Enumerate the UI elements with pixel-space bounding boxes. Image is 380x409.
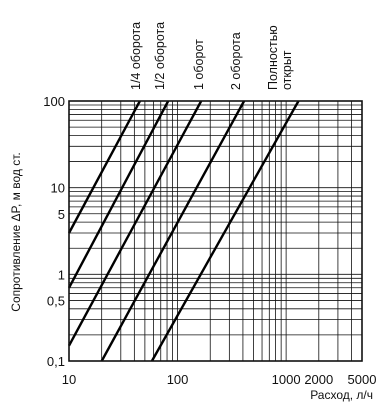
y-tick-label: 100 — [43, 94, 65, 109]
x-axis-label: Расход, л/ч — [310, 388, 373, 402]
plot-frame — [68, 100, 363, 362]
series-line-5 — [150, 100, 300, 362]
series-labels: 1/4 оборота 1/2 оборота 1 оборот 2 оборота П… — [129, 22, 294, 90]
grid — [68, 100, 363, 362]
y-tick-label: 10 — [51, 181, 65, 196]
x-tick-label: 2000 — [304, 372, 333, 387]
x-tick-label: 5000 — [348, 372, 377, 387]
series-label: 1/2 оборота — [153, 22, 167, 90]
y-tick-label: 1 — [58, 267, 65, 282]
series-label: 1 оборот — [192, 39, 206, 90]
x-tick-label: 10 — [62, 372, 76, 387]
y-tick-label: 0,1 — [47, 354, 65, 369]
y-tick-label: 5 — [58, 207, 65, 222]
series-line-4 — [100, 100, 246, 362]
x-tick-label: 1000 — [272, 372, 301, 387]
y-tick-label: 0,5 — [47, 293, 65, 308]
series-lines — [67, 100, 300, 362]
series-label: открыт — [280, 50, 294, 90]
series-label: Полностью — [266, 25, 280, 90]
tick-labels: 10 100 1000 2000 5000 0,1 0,5 1 5 10 100 — [43, 94, 376, 387]
series-line-1 — [67, 100, 141, 234]
series-line-2 — [67, 100, 170, 289]
series-line-3 — [67, 100, 203, 347]
x-tick-label: 100 — [167, 372, 189, 387]
series-label: 2 оборота — [229, 32, 243, 90]
series-label: 1/4 оборота — [129, 22, 143, 90]
y-axis-label: Сопротивление ΔP, м вод ст. — [9, 152, 23, 311]
